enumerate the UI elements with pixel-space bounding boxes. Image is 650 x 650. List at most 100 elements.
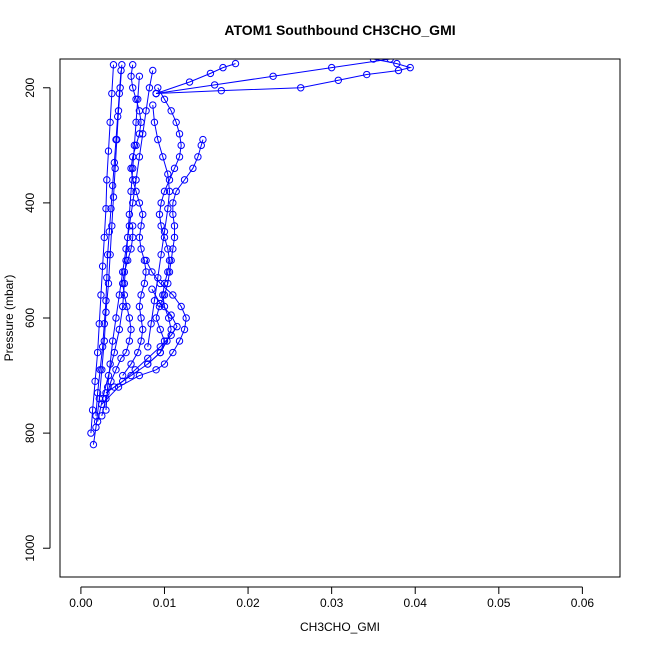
series-line — [122, 64, 147, 376]
data-point — [189, 164, 197, 173]
data-point — [180, 325, 189, 334]
data-point — [217, 86, 226, 95]
data-point — [157, 250, 165, 259]
data-point — [297, 84, 305, 92]
series — [98, 256, 190, 409]
data-point — [135, 371, 144, 380]
x-tick-label: 0.01 — [153, 596, 177, 610]
data-point — [167, 331, 175, 339]
data-point — [102, 204, 110, 213]
data-point — [167, 256, 175, 265]
data-point — [170, 222, 179, 230]
data-point — [89, 440, 98, 449]
data-point — [219, 63, 227, 72]
data-point — [88, 406, 97, 414]
data-point — [363, 70, 371, 79]
data-point — [154, 135, 162, 144]
data-point — [108, 337, 117, 345]
x-tick-label: 0.00 — [69, 596, 93, 610]
data-point — [122, 348, 130, 357]
data-point — [115, 89, 124, 98]
data-point — [160, 227, 169, 236]
data-point — [105, 227, 114, 236]
data-point — [115, 325, 124, 334]
data-point — [334, 76, 343, 84]
data-point — [148, 268, 156, 276]
data-point — [406, 63, 414, 72]
series — [144, 84, 185, 368]
data-point — [129, 61, 137, 69]
data-point — [327, 63, 336, 72]
data-point — [120, 268, 129, 276]
data-point — [160, 95, 169, 103]
data-point — [157, 222, 165, 230]
series-line — [90, 64, 114, 434]
data-point — [102, 308, 110, 316]
data-point — [167, 107, 175, 115]
data-point — [100, 320, 108, 328]
data-point — [150, 118, 159, 127]
data-point — [103, 274, 111, 282]
x-tick-label: 0.06 — [571, 596, 595, 610]
data-point — [147, 320, 155, 328]
data-point — [127, 360, 135, 368]
data-point — [182, 314, 190, 322]
data-point — [142, 268, 150, 276]
data-point — [109, 193, 118, 201]
data-point — [210, 81, 219, 89]
data-point — [87, 429, 95, 437]
data-point — [98, 262, 107, 270]
data-point — [93, 389, 102, 397]
data-point — [172, 118, 180, 127]
data-point — [135, 72, 144, 80]
data-point — [180, 176, 189, 184]
data-point — [92, 412, 100, 420]
data-point — [118, 371, 127, 380]
data-point — [163, 337, 171, 345]
data-point — [108, 181, 117, 190]
data-point — [144, 360, 152, 368]
series-line — [95, 70, 122, 416]
data-point — [152, 314, 160, 322]
series — [144, 101, 174, 351]
data-point — [127, 245, 135, 253]
data-point — [93, 348, 102, 357]
data-point — [103, 176, 111, 184]
data-point — [117, 354, 125, 362]
series-line — [101, 225, 134, 416]
data-point — [115, 291, 124, 299]
data-point — [129, 84, 137, 92]
data-point — [127, 164, 135, 173]
data-point — [98, 412, 106, 420]
series — [152, 59, 240, 98]
plot-area — [87, 59, 414, 449]
data-point — [393, 59, 401, 68]
series-line — [155, 63, 236, 95]
data-point — [102, 394, 110, 403]
data-point — [106, 118, 114, 127]
data-point — [120, 291, 129, 299]
data-point — [137, 291, 145, 299]
data-point — [159, 153, 167, 161]
data-point — [199, 135, 207, 144]
data-point — [139, 130, 147, 138]
data-point — [160, 337, 169, 345]
data-point — [127, 371, 135, 380]
series-line — [97, 76, 140, 422]
data-point — [152, 366, 160, 374]
series — [152, 59, 394, 98]
data-point — [175, 153, 184, 161]
series-line — [147, 87, 182, 365]
data-point — [132, 118, 140, 127]
data-point — [132, 187, 140, 196]
series-line — [105, 70, 154, 411]
data-point — [155, 210, 164, 219]
y-axis-label: Pressure (mbar) — [2, 275, 16, 362]
data-point — [100, 233, 108, 242]
data-point — [104, 147, 113, 155]
data-point — [137, 337, 145, 345]
y-tick-label: 400 — [23, 193, 37, 213]
data-point — [165, 268, 174, 276]
data-point — [137, 222, 145, 230]
data-point — [125, 314, 134, 322]
